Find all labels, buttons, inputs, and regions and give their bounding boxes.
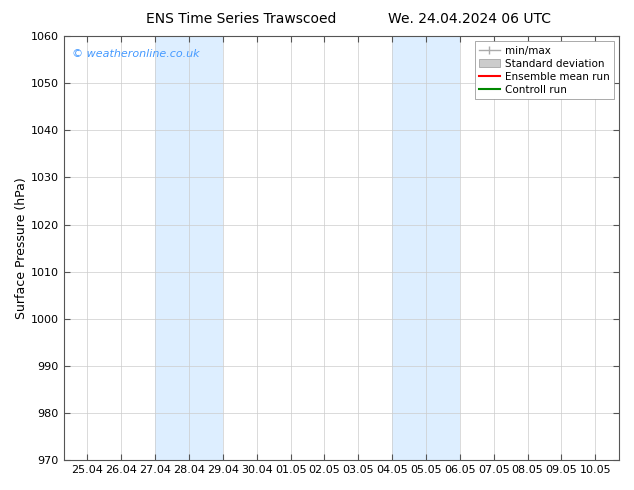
- Text: ENS Time Series Trawscoed: ENS Time Series Trawscoed: [146, 12, 336, 26]
- Legend: min/max, Standard deviation, Ensemble mean run, Controll run: min/max, Standard deviation, Ensemble me…: [475, 41, 614, 99]
- Bar: [392, 36, 460, 460]
- Text: We. 24.04.2024 06 UTC: We. 24.04.2024 06 UTC: [387, 12, 551, 26]
- Bar: [155, 36, 223, 460]
- Text: © weatheronline.co.uk: © weatheronline.co.uk: [72, 49, 200, 59]
- Y-axis label: Surface Pressure (hPa): Surface Pressure (hPa): [15, 177, 28, 319]
